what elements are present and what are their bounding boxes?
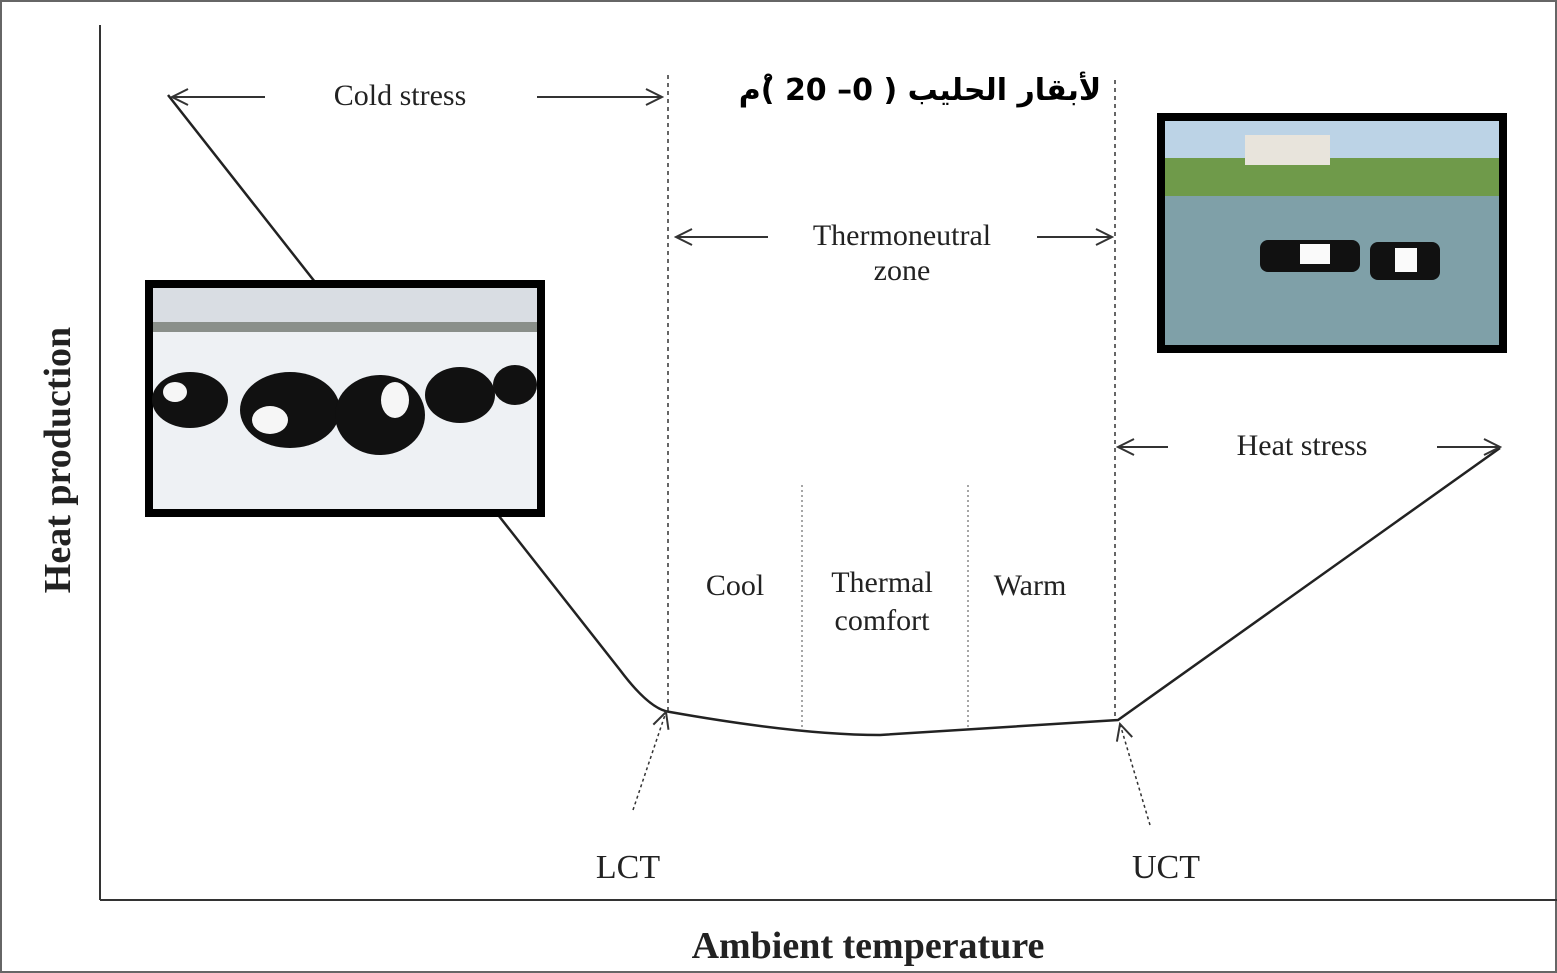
zone-label: Cold stress	[334, 79, 467, 112]
zone-label: Heat stress	[1237, 429, 1368, 462]
x-axis-label: Ambient temperature	[692, 925, 1045, 967]
photo-cows-snow	[145, 280, 545, 517]
photo-cows-pond	[1157, 113, 1507, 353]
subzone-label: Warm	[994, 569, 1067, 602]
diagram: Cold stress لأبقار الحليب ( 0– 20 )ْم Th…	[0, 0, 1557, 973]
y-axis-label: Heat production	[37, 327, 79, 593]
subzone-label: Thermal	[831, 566, 933, 599]
zone-label: Thermoneutral	[813, 219, 991, 252]
subzone-label: comfort	[835, 604, 931, 637]
zone-label: zone	[874, 254, 931, 287]
subzone-label: Cool	[706, 569, 764, 602]
threshold-label: LCT	[596, 849, 660, 886]
title: لأبقار الحليب ( 0– 20 )ْم	[739, 71, 1101, 108]
threshold-label: UCT	[1132, 849, 1200, 886]
